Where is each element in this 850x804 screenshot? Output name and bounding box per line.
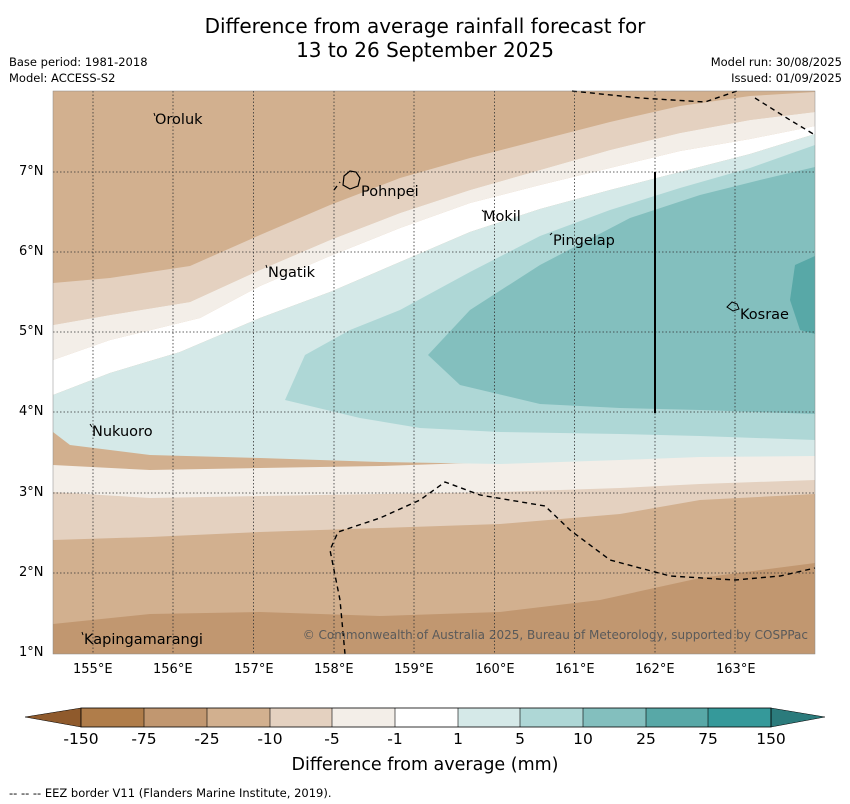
place-label-mokil: Mokil (483, 209, 521, 225)
x-tick-label: 163°E (716, 662, 756, 677)
x-tick-label: 160°E (475, 662, 515, 677)
x-tick-label: 157°E (234, 662, 274, 677)
colorbar-lower-extend (24, 707, 82, 728)
colorbar-tick-label: -10 (257, 730, 283, 748)
band-minus10-minus5-north (53, 92, 815, 325)
y-tick-label: 3°N (19, 485, 44, 500)
y-tick-label: 5°N (19, 324, 44, 339)
band-neutral-north (53, 126, 815, 395)
band-minus75-minus25-south (53, 563, 815, 654)
y-tick-label: 6°N (19, 244, 44, 259)
x-tick-label: 161°E (555, 662, 595, 677)
model-run-label: Model run: 30/08/2025 (710, 55, 842, 69)
colorbar-tick-label: 5 (515, 730, 525, 748)
colorbar-tick-label: -1 (387, 730, 403, 748)
issued-label: Issued: 01/09/2025 (731, 71, 842, 85)
colorbar-tick-label: 150 (756, 730, 786, 748)
rainfall-contours (53, 91, 815, 654)
x-tick-label: 159°E (394, 662, 434, 677)
colorbar-tick-label: -150 (63, 730, 99, 748)
place-label-pingelap: Pingelap (553, 233, 615, 249)
copyright-credit: © Commonwealth of Australia 2025, Bureau… (302, 628, 808, 642)
place-label-kapingamarangi: Kapingamarangi (84, 632, 203, 648)
colorbar-title: Difference from average (mm) (291, 755, 559, 775)
map-title-line1: Difference from average rainfall forecas… (204, 14, 646, 38)
eez-footnote: -- -- -- EEZ border V11 (Flanders Marine… (9, 786, 332, 800)
x-tick-label: 162°E (635, 662, 675, 677)
colorbar-tick-label: 10 (573, 730, 593, 748)
y-tick-label: 2°N (19, 565, 44, 580)
y-tick-label: 7°N (19, 164, 44, 179)
colorbar-tick-label: -5 (324, 730, 340, 748)
place-label-nukuoro: Nukuoro (92, 424, 153, 440)
band-minus5-minus1-north (53, 112, 815, 360)
map-title-line2: 13 to 26 September 2025 (296, 38, 554, 62)
band-25-75 (790, 256, 815, 334)
place-label-ngatik: Ngatik (268, 265, 316, 281)
place-label-pohnpei: Pohnpei (361, 184, 419, 200)
gridlines (53, 91, 815, 654)
pohnpei-island (342, 170, 361, 190)
x-tick-label: 155°E (73, 662, 113, 677)
place-label-oroluk: Oroluk (155, 112, 203, 128)
model-label: Model: ACCESS-S2 (9, 71, 116, 85)
y-tick-label: 1°N (19, 645, 44, 660)
colorbar (24, 707, 826, 728)
x-tick-label: 156°E (153, 662, 193, 677)
colorbar-tick-label: 75 (698, 730, 718, 748)
colorbar-tick-label: -25 (194, 730, 220, 748)
colorbar-tick-label: -75 (131, 730, 157, 748)
base-period-label: Base period: 1981-2018 (9, 55, 148, 69)
colorbar-tick-label: 25 (636, 730, 656, 748)
x-tick-label: 158°E (314, 662, 354, 677)
colorbar-tick-label: 1 (453, 730, 463, 748)
eez-borders (329, 89, 816, 655)
colorbar-upper-extend (770, 707, 826, 728)
atoll-markers (81, 112, 553, 636)
y-tick-label: 4°N (19, 404, 44, 419)
place-label-kosrae: Kosrae (740, 307, 789, 323)
band-10-25 (428, 167, 815, 414)
kosrae-island (726, 301, 740, 312)
